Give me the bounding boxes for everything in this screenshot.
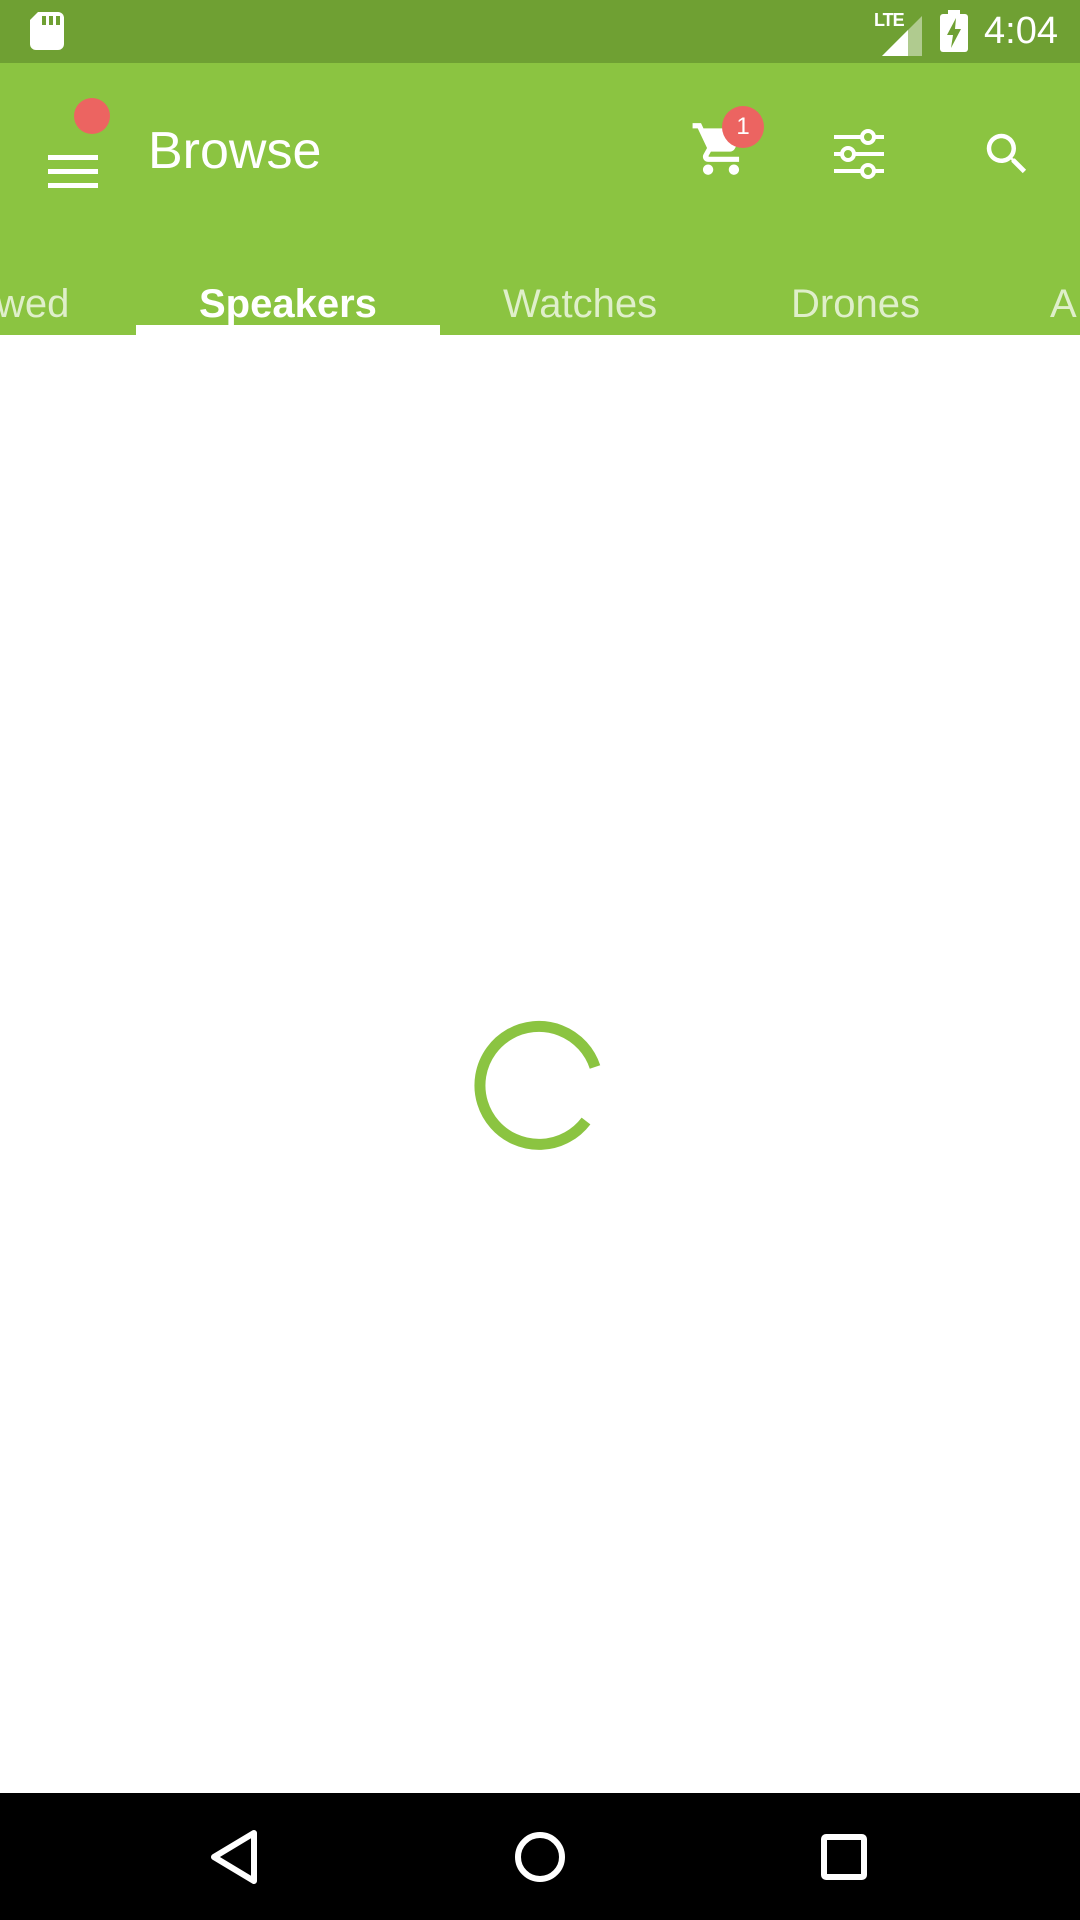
tab-speakers[interactable]: Speakers — [199, 282, 377, 326]
active-tab-indicator — [136, 325, 440, 335]
recents-icon — [821, 1834, 867, 1880]
network-indicator: LTE — [874, 10, 922, 56]
menu-button[interactable] — [24, 95, 120, 191]
tab-watches[interactable]: Watches — [503, 282, 658, 326]
recents-button[interactable] — [804, 1817, 884, 1897]
notification-dot — [74, 98, 110, 134]
status-time: 4:04 — [984, 10, 1058, 52]
search-icon — [986, 133, 1027, 174]
content-area — [0, 335, 1080, 1793]
category-tabs: wed Speakers Watches Drones A — [0, 273, 1080, 335]
cart-count-badge: 1 — [722, 106, 764, 148]
app-bar: Browse 1 wed Speakers Watches Drones A — [0, 63, 1080, 335]
back-button[interactable] — [196, 1817, 276, 1897]
home-icon — [515, 1832, 565, 1882]
filter-icon — [834, 129, 884, 179]
tab-drones[interactable]: Drones — [791, 282, 920, 326]
back-icon — [211, 1830, 257, 1884]
home-button[interactable] — [500, 1817, 580, 1897]
menu-icon — [48, 155, 98, 189]
tab-partial-right[interactable]: A — [1050, 282, 1077, 326]
sd-card-icon — [30, 12, 64, 50]
navigation-bar — [0, 1793, 1080, 1920]
page-title: Browse — [148, 122, 322, 180]
loading-spinner — [474, 1020, 601, 1150]
cart-button[interactable]: 1 — [672, 96, 778, 202]
status-bar: LTE 4:04 — [0, 0, 1080, 63]
signal-icon — [882, 16, 922, 56]
battery-charging-icon — [940, 10, 968, 52]
search-button[interactable] — [960, 109, 1050, 199]
network-type: LTE — [874, 10, 905, 30]
filter-button[interactable] — [814, 109, 904, 199]
tab-partial-left[interactable]: wed — [0, 282, 70, 326]
